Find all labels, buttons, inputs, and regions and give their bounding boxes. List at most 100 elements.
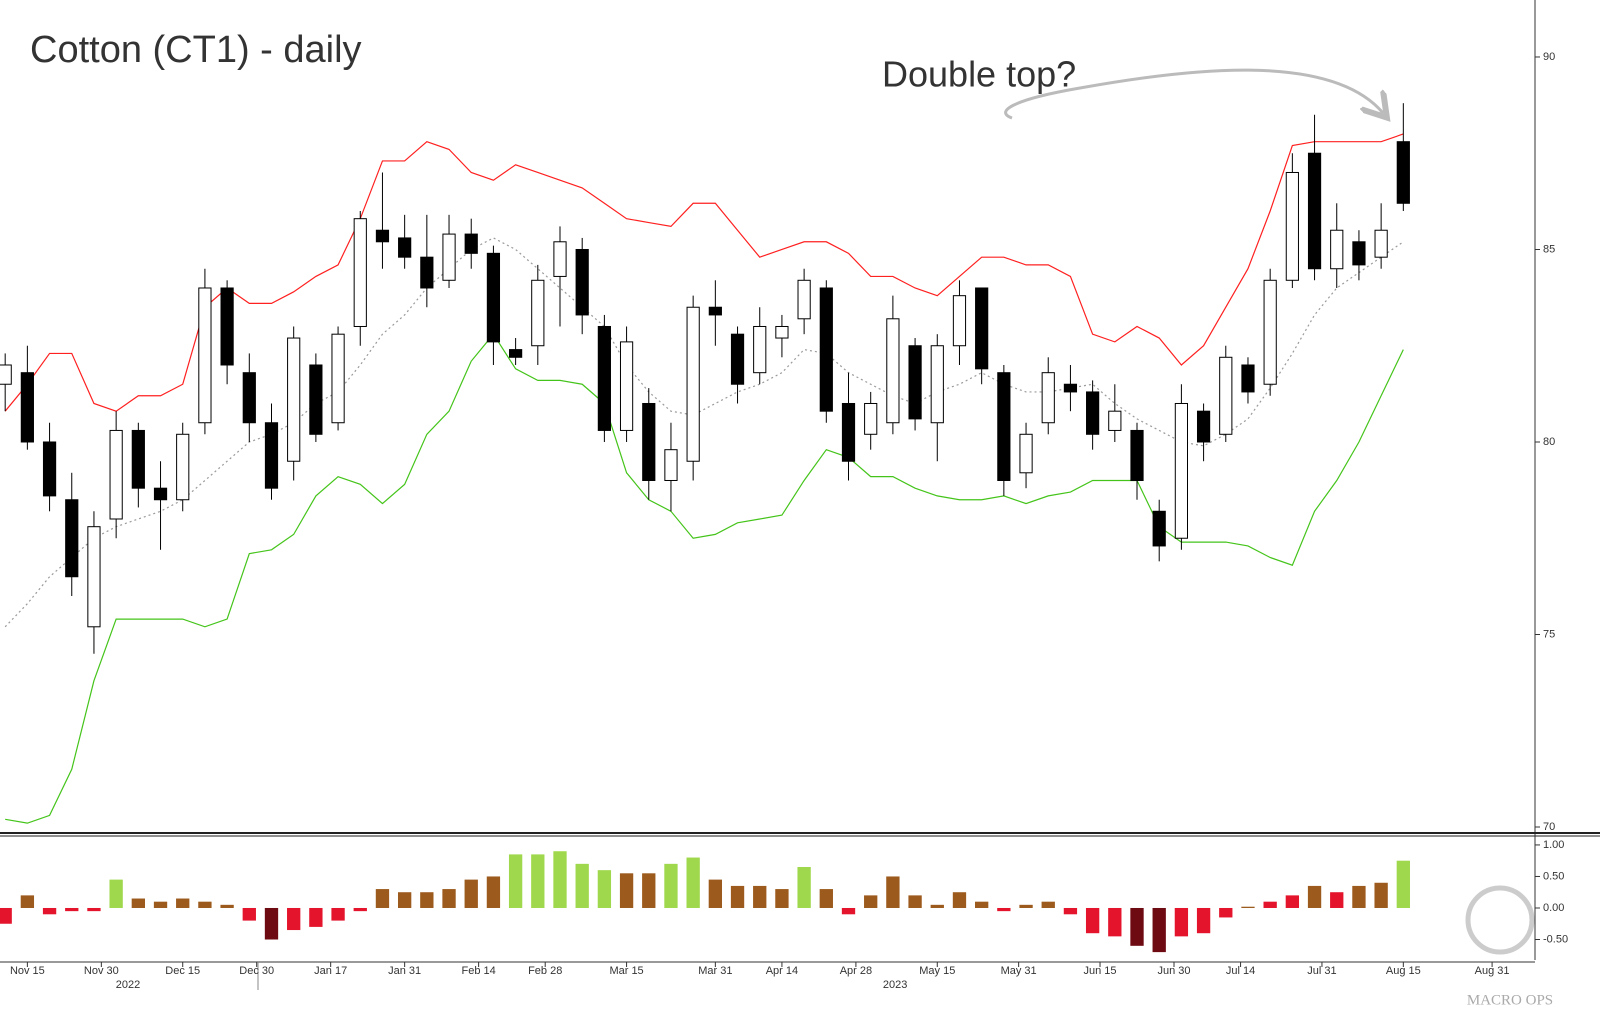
x-tick-label: May 15 [919,965,955,977]
candle-body [1108,410,1122,431]
oscillator-bar [553,851,567,908]
candle-body [131,429,145,489]
oscillator-bar [375,889,390,908]
oscillator-bar [619,873,634,908]
candle-body [1174,402,1188,539]
candle-body [353,218,367,327]
y-tick-label: 80 [1543,436,1555,448]
watermark: MACRO OPS [1467,992,1553,1008]
candle-body [886,318,900,424]
x-tick-label: Aug 31 [1475,965,1510,977]
candle-body [464,233,478,254]
x-tick-label: Jan 17 [314,965,347,977]
oscillator-bar [1285,895,1300,908]
year-label: 2022 [116,979,140,991]
y-tick-label: 75 [1543,628,1555,640]
candle-body [1307,152,1322,270]
candle-body [264,422,279,489]
oscillator-bar [1019,904,1033,908]
x-tick-label: Dec 30 [239,965,274,977]
candle-body [442,233,456,281]
oscillator-bar [464,879,478,908]
oscillator-bar [1241,906,1255,908]
oscillator-bar [1330,892,1344,908]
oscillator-bar [87,907,101,912]
candle-body [797,279,811,320]
candle-body [997,372,1011,481]
candle-body [1130,429,1144,481]
x-tick-label: Mar 31 [698,965,732,977]
oscillator-bar [1063,907,1078,915]
candle-body [42,441,57,497]
oscillator-bar [642,873,656,908]
x-tick-label: Jul 14 [1226,965,1255,977]
candle-body [198,287,212,424]
oscillator-bar [1352,885,1366,908]
candle-body [1241,364,1255,393]
oscillator-bar [841,907,856,915]
oscillator-bar [442,889,456,908]
candle-body [109,429,123,520]
oscillator-bar [153,901,168,908]
oscillator-bar [730,885,745,908]
x-tick-label: Aug 15 [1386,965,1421,977]
annotation-arrow [1004,68,1383,118]
candle-body [686,306,700,462]
oscillator-bar [908,895,922,908]
annotation: Double top? [882,54,1076,95]
candle-body [242,372,256,424]
candle-body [664,449,678,481]
oscillator-bar [597,870,612,908]
oscillator-bar [797,867,811,908]
candle-body [930,345,944,424]
candle-body [20,372,34,443]
candle-body [220,287,234,366]
oscillator-bar [775,889,789,908]
overlay-line [4,237,1404,628]
candle-body [619,341,634,431]
candle-body [841,402,856,462]
x-tick-label: Nov 15 [10,965,45,977]
oscillator-bar [1263,901,1277,908]
oscillator-bar [65,907,79,912]
y-tick-label: 1.00 [1543,839,1564,851]
y-tick-label: 90 [1543,51,1555,63]
oscillator-bar [220,904,234,908]
oscillator-bar [1374,882,1388,908]
candle-body [730,333,745,385]
x-tick-label: Jul 31 [1307,965,1336,977]
candle-body [1219,356,1233,435]
oscillator-bar [997,907,1011,912]
oscillator-bar [1041,901,1055,908]
oscillator-bar [1196,907,1211,934]
candle-body [975,287,989,370]
candle-body [1196,410,1211,443]
oscillator-bar [486,876,501,908]
candle-body [375,229,390,243]
candle-body [331,333,345,424]
y-tick-label: 0.00 [1543,902,1564,914]
candle-body [575,248,589,316]
oscillator-bar [397,892,412,908]
candle-body [553,241,567,277]
x-tick-label: Nov 30 [84,965,119,977]
candle-body [531,279,545,347]
oscillator-bar [109,879,123,908]
oscillator-bar [886,876,900,908]
oscillator-bar [0,907,12,924]
oscillator-bar [1307,885,1322,908]
x-tick-label: Feb 28 [528,965,562,977]
y-tick-label: 0.50 [1543,870,1564,882]
oscillator-bar [1108,907,1122,937]
oscillator-bar [508,854,523,908]
candle-body [1374,229,1388,258]
candle-body [1396,141,1410,204]
x-tick-label: May 31 [1001,965,1037,977]
overlay-line [5,333,1404,824]
oscillator-bar [242,907,256,921]
oscillator-bar [708,879,723,908]
candle-body [819,287,833,412]
